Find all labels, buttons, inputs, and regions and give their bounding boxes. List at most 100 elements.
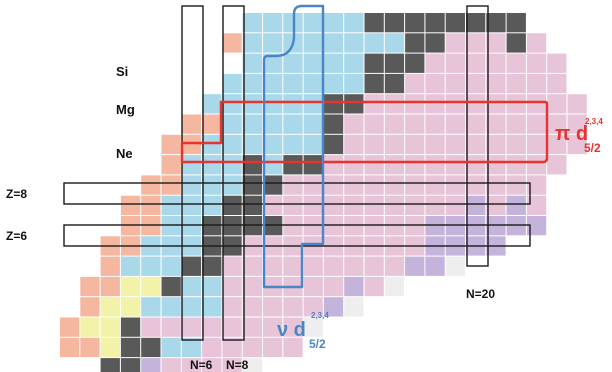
nuclide-cell [445, 155, 465, 175]
nuclide-cell [425, 33, 445, 53]
nuclide-cell [141, 358, 161, 372]
nuclide-cell [202, 256, 222, 276]
nuclide-cell [242, 114, 262, 134]
nuclide-cell [323, 256, 344, 276]
nuclide-cell [222, 317, 242, 337]
nuclide-cell [486, 155, 506, 175]
nuclide-cell [344, 155, 364, 175]
nuclide-cell [161, 195, 181, 215]
nuclide-cell [364, 33, 384, 53]
nuclide-cell [181, 256, 202, 276]
nuclide-cell [80, 276, 100, 297]
nuclide-cell [323, 195, 344, 215]
nuclide-cell [344, 276, 364, 297]
nuclide-cell [181, 358, 202, 372]
nuclide-cell [222, 297, 242, 317]
nuclide-cell [263, 155, 283, 175]
nuclide-cell [161, 358, 181, 372]
nuclide-cell [425, 114, 445, 134]
nuclide-cell [567, 114, 587, 134]
nuclide-cell [445, 94, 465, 114]
nuclide-cell [425, 134, 445, 155]
nuclide-cell [303, 13, 323, 33]
nuclide-cell [100, 337, 120, 358]
nuclide-cell [120, 276, 141, 297]
nuclide-cell [486, 73, 506, 94]
nuclide-cell [222, 155, 242, 175]
nuclide-cell [263, 73, 283, 94]
nuclide-cell [60, 337, 80, 358]
nuclide-cell [141, 195, 161, 215]
nuclide-cell [526, 155, 547, 175]
nuclide-cell [506, 195, 526, 215]
nuclide-cell [486, 33, 506, 53]
magic-box-z8 [63, 182, 531, 205]
nuclide-cell [242, 358, 262, 372]
nuclide-cell [222, 276, 242, 297]
nuclide-cell [323, 276, 344, 297]
nuclide-cell [303, 94, 323, 114]
nuclide-cell [303, 317, 323, 337]
nuclide-cell [222, 337, 242, 358]
nuclide-cell [384, 134, 405, 155]
nuclide-cell [405, 33, 425, 53]
proton-orbital-subscript: 5/2 [584, 141, 601, 155]
nuclide-cell [161, 155, 181, 175]
nuclide-cell [202, 175, 222, 195]
nuclide-cell [202, 337, 222, 358]
nuclide-cell [100, 317, 120, 337]
nuclide-cell [344, 33, 364, 53]
nuclide-cell [344, 297, 364, 317]
nuclide-cell [120, 337, 141, 358]
nuclide-cell [445, 195, 465, 215]
nuclide-cell [303, 256, 323, 276]
nuclide-cell [100, 297, 120, 317]
nuclide-cell [405, 114, 425, 134]
nuclide-cell [405, 155, 425, 175]
nuclide-cell [283, 195, 303, 215]
nuclide-cell [486, 13, 506, 33]
nuclide-cell [263, 175, 283, 195]
nuclide-cell [222, 134, 242, 155]
nuclide-cell [120, 358, 141, 372]
nuclide-cell [181, 134, 202, 155]
nuclide-cell [161, 134, 181, 155]
nuclide-cell [141, 276, 161, 297]
nuclide-cell [120, 256, 141, 276]
nuclide-cell [100, 358, 120, 372]
nuclide-cell [323, 155, 344, 175]
nuclide-cell [344, 73, 364, 94]
neutron-orbital-superscript: 2,3,4 [311, 311, 329, 320]
nuclide-cell [141, 297, 161, 317]
nuclide-cell [405, 175, 425, 195]
nuclide-cell [100, 276, 120, 297]
nuclide-cell [445, 33, 465, 53]
nuclide-cell [120, 195, 141, 215]
nuclide-cell [425, 73, 445, 94]
nuclide-cell [222, 175, 242, 195]
magic-label-n8: N=8 [226, 358, 249, 372]
nuclide-cell [60, 317, 80, 337]
nuclide-cell [526, 94, 547, 114]
magic-label-z6: Z=6 [6, 229, 27, 243]
nuclide-cell [344, 175, 364, 195]
element-label-si: Si [116, 64, 128, 79]
magic-label-n6: N=6 [190, 358, 213, 372]
nuclide-cell [303, 73, 323, 94]
nuclide-cell [526, 134, 547, 155]
outline-group [63, 4, 549, 341]
nuclide-cell [344, 195, 364, 215]
nuclide-cell [100, 256, 120, 276]
label-group: Si Mg Ne Z=8 Z=6 N=6 N=8 N=20 π d 2,3,4 … [6, 64, 603, 372]
nuclide-cell [364, 13, 384, 33]
nuclide-cell [141, 317, 161, 337]
nuclide-cell [425, 155, 445, 175]
nuclide-cell [283, 175, 303, 195]
nuclide-cell [405, 195, 425, 215]
nuclide-cell [323, 53, 344, 73]
nuclide-cell [364, 155, 384, 175]
nuclide-cell [384, 256, 405, 276]
nuclide-cell [384, 155, 405, 175]
nuclide-cell [486, 175, 506, 195]
